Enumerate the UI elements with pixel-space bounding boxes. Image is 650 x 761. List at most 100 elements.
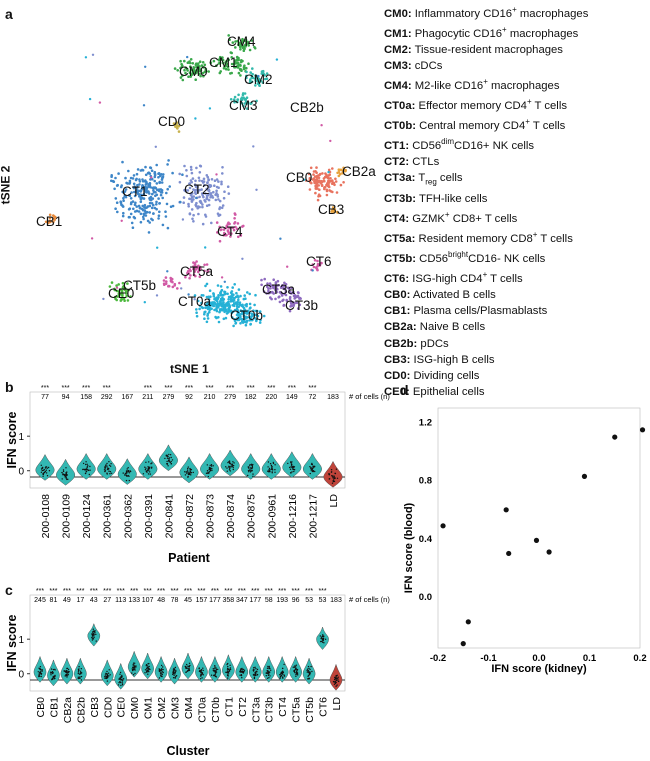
tsne-point bbox=[289, 299, 293, 303]
tsne-point bbox=[230, 295, 233, 298]
tsne-point bbox=[208, 301, 212, 305]
tsne-point bbox=[279, 237, 282, 240]
violin-point bbox=[175, 669, 177, 672]
tsne-point bbox=[157, 214, 161, 217]
tsne-point bbox=[149, 198, 153, 202]
violin-point bbox=[119, 671, 122, 674]
tsne-point bbox=[229, 235, 232, 238]
violin-point bbox=[110, 472, 113, 474]
tsne-point bbox=[132, 207, 135, 211]
tsne-point bbox=[147, 171, 151, 174]
tsne-point bbox=[140, 168, 144, 172]
tsne-point bbox=[188, 212, 192, 216]
violin-point bbox=[334, 676, 336, 679]
violin-point bbox=[202, 667, 204, 669]
violin-point bbox=[119, 680, 121, 683]
violin-point bbox=[243, 669, 246, 671]
tsne-point bbox=[265, 292, 268, 295]
violin-point bbox=[206, 470, 209, 472]
scatter-point bbox=[465, 619, 471, 625]
tsne-point bbox=[120, 289, 124, 293]
violin-point bbox=[227, 671, 229, 674]
tsne-point bbox=[288, 309, 292, 313]
tsne-point bbox=[199, 201, 203, 204]
tsne-point bbox=[194, 78, 197, 81]
violin-point bbox=[210, 467, 212, 470]
tsne-point bbox=[203, 312, 206, 316]
tsne-point bbox=[213, 297, 217, 300]
violin-point bbox=[239, 674, 241, 676]
scatter-point bbox=[533, 537, 540, 543]
violin-point bbox=[189, 664, 191, 667]
violin-200-0961 bbox=[261, 452, 281, 480]
tsne-point bbox=[328, 179, 331, 183]
violin-point bbox=[173, 674, 175, 676]
violin-point bbox=[44, 467, 47, 469]
violin-point bbox=[65, 477, 67, 479]
violin-point bbox=[229, 463, 232, 465]
tsne-point bbox=[196, 206, 199, 210]
violin-200-0873 bbox=[200, 452, 220, 480]
violin-point bbox=[87, 469, 90, 471]
tsne-point bbox=[222, 196, 226, 200]
tsne-point bbox=[233, 283, 236, 286]
scatter-point bbox=[440, 523, 446, 529]
violin-point bbox=[266, 669, 268, 672]
tsne-cluster-points bbox=[172, 121, 181, 133]
violin-points bbox=[265, 665, 272, 679]
violin-point bbox=[308, 678, 310, 680]
violin-point bbox=[52, 676, 54, 678]
x-tick-label: 200-0108 bbox=[40, 494, 52, 539]
y-tick-label: 0.0 bbox=[419, 592, 432, 603]
violin-point bbox=[85, 461, 87, 463]
violin-point bbox=[324, 638, 327, 640]
violin-points bbox=[104, 669, 111, 682]
violin-point bbox=[271, 472, 273, 474]
tsne-point bbox=[125, 294, 128, 298]
tsne-point bbox=[315, 174, 319, 178]
violin-point bbox=[265, 672, 268, 674]
tsne-point bbox=[133, 185, 136, 188]
tsne-point bbox=[152, 212, 155, 215]
violin-point bbox=[335, 678, 337, 680]
violin-point bbox=[309, 668, 311, 671]
tsne-point bbox=[245, 76, 248, 80]
tsne-cluster-points bbox=[227, 34, 257, 52]
count-value: 220 bbox=[265, 394, 277, 401]
tsne-point bbox=[251, 72, 254, 76]
violin-point bbox=[151, 466, 153, 468]
violin-point bbox=[185, 667, 187, 669]
violin-point bbox=[231, 464, 233, 466]
tsne-point bbox=[181, 74, 184, 77]
tsne-point bbox=[228, 38, 231, 41]
violin-point bbox=[105, 676, 107, 678]
violin-point bbox=[290, 466, 292, 468]
significance-label: *** bbox=[144, 385, 152, 392]
legend-code: CT2: bbox=[384, 156, 410, 169]
violin-point bbox=[336, 684, 338, 686]
tsne-point bbox=[239, 68, 243, 71]
violin-point bbox=[120, 676, 122, 678]
tsne-point bbox=[160, 181, 164, 184]
violin-point bbox=[106, 465, 108, 467]
x-tick-label: CB0 bbox=[35, 697, 47, 718]
tsne-point bbox=[117, 290, 121, 293]
violin-point bbox=[293, 469, 296, 471]
tsne-point bbox=[183, 164, 186, 168]
tsne-point bbox=[249, 306, 252, 310]
violin-point bbox=[214, 667, 216, 669]
tsne-point bbox=[123, 288, 127, 292]
violin-point bbox=[267, 470, 269, 472]
tsne-point bbox=[239, 48, 242, 51]
violin-point bbox=[311, 670, 313, 673]
violin-point bbox=[51, 671, 54, 673]
tsne-cluster-label: CT6 bbox=[306, 254, 332, 269]
x-tick-label: CM1 bbox=[143, 697, 155, 719]
legend-sup: dim bbox=[441, 137, 455, 147]
violin-point bbox=[67, 670, 69, 672]
tsne-point bbox=[243, 47, 246, 51]
violin-CD0 bbox=[100, 659, 114, 687]
tsne-point bbox=[147, 231, 151, 234]
violin-CT4 bbox=[275, 655, 289, 683]
tsne-point bbox=[207, 70, 210, 73]
